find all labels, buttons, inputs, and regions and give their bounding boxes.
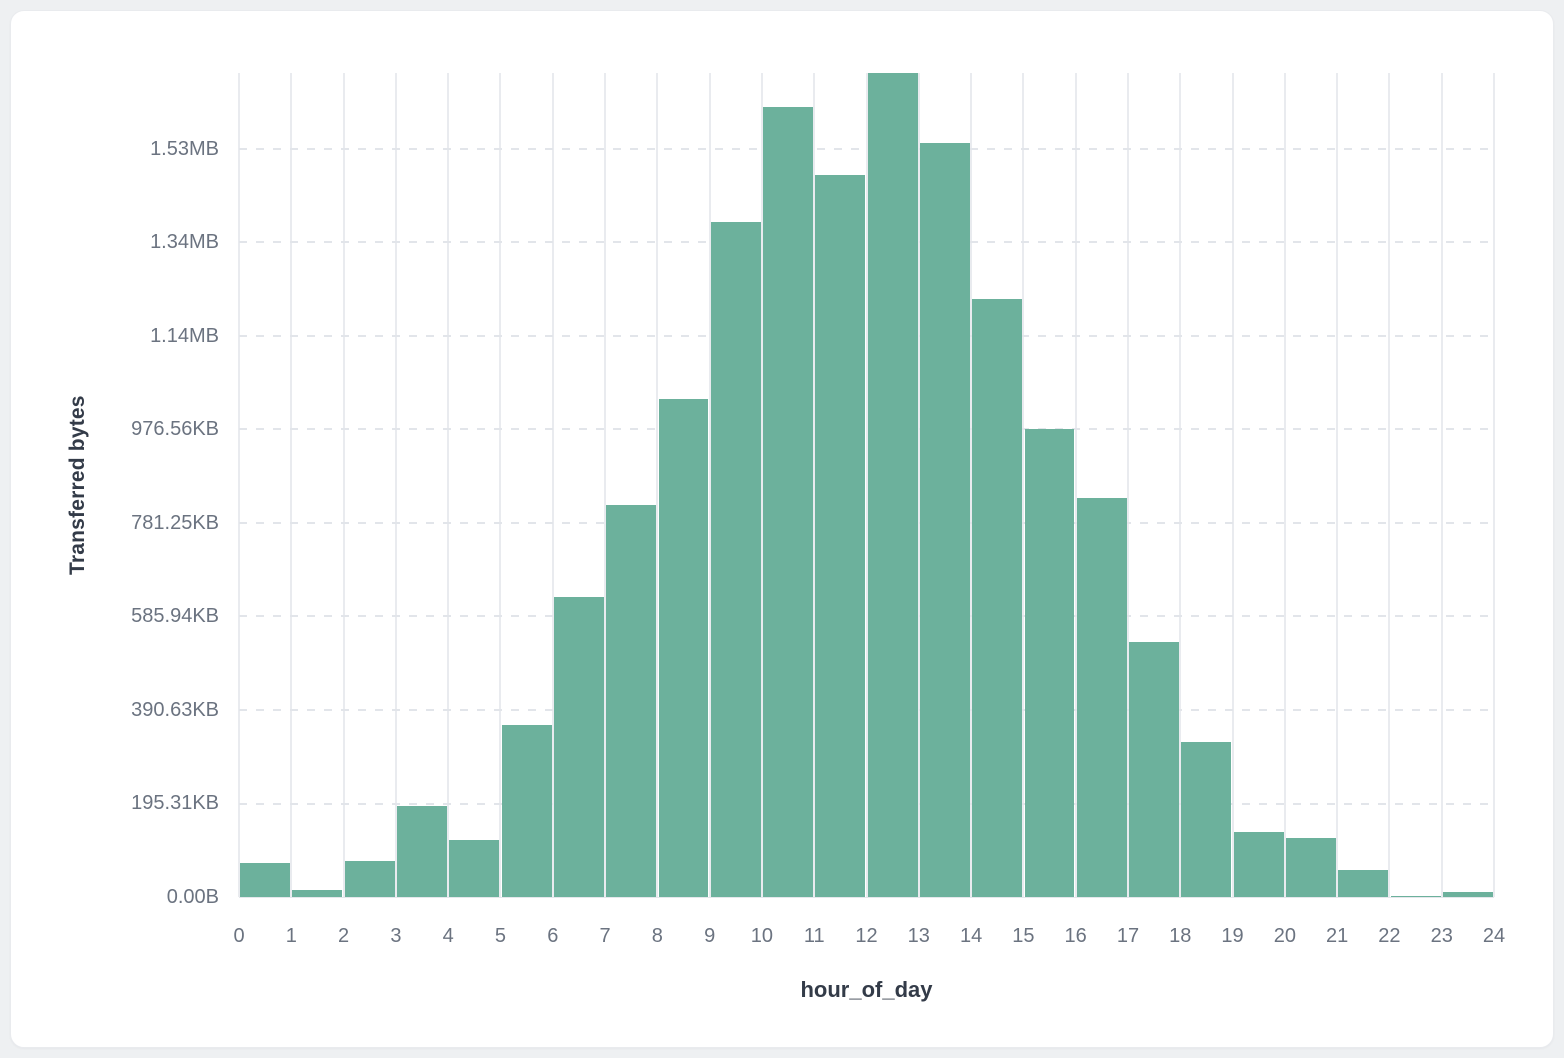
x-tick-label-9: 9	[704, 925, 716, 947]
chart-card: Transferred bytes 0.00B 195.31KB 390.63KB 5…	[10, 10, 1554, 1048]
v-gridline-24	[1493, 73, 1495, 897]
bar-hour-11[interactable]	[815, 175, 866, 897]
v-gridline-11	[813, 73, 816, 897]
x-tick-label-21: 21	[1326, 925, 1349, 947]
y-tick-label-1.34MB: 1.34MB	[150, 231, 219, 254]
bar-hour-8[interactable]	[658, 398, 709, 897]
v-gridline-17	[1126, 73, 1129, 897]
x-axis-title: hour_of_day	[800, 977, 933, 1002]
y-tick-label-1.14MB: 1.14MB	[150, 324, 219, 347]
v-gridline-5	[499, 73, 502, 897]
v-gridline-19	[1231, 73, 1234, 897]
bar-hour-23[interactable]	[1442, 892, 1493, 897]
v-gridline-3	[394, 73, 397, 897]
v-gridline-14	[970, 73, 973, 897]
h-gridline-7	[239, 241, 1494, 244]
v-gridline-2	[342, 73, 345, 897]
bar-hour-4[interactable]	[449, 839, 500, 897]
y-tick-label-585.94KB: 585.94KB	[131, 605, 219, 628]
x-axis-baseline	[239, 896, 1494, 898]
bar-hour-13[interactable]	[919, 143, 970, 897]
bar-hour-19[interactable]	[1233, 831, 1284, 897]
bar-hour-2[interactable]	[344, 861, 395, 897]
v-gridline-7	[604, 73, 607, 897]
x-tick-label-12: 12	[855, 925, 878, 947]
bar-hour-21[interactable]	[1338, 870, 1389, 897]
v-gridline-8	[656, 73, 659, 897]
x-tick-label-14: 14	[959, 925, 983, 947]
v-gridline-15	[1022, 73, 1025, 897]
x-tick-label-16: 16	[1064, 925, 1087, 947]
bar-hour-10[interactable]	[763, 107, 813, 897]
v-gridline-0	[238, 73, 240, 897]
h-gridline-4	[239, 521, 1494, 524]
y-tick-label-390.63KB: 390.63KB	[131, 698, 219, 721]
bar-hour-18[interactable]	[1181, 741, 1232, 897]
h-gridline-2	[239, 708, 1494, 711]
bar-hour-22[interactable]	[1390, 895, 1441, 897]
bar-hour-15[interactable]	[1024, 429, 1075, 897]
h-gridline-8	[239, 147, 1494, 150]
x-tick-label-4: 4	[442, 925, 454, 947]
v-gridline-23	[1440, 73, 1443, 897]
x-tick-label-20: 20	[1273, 925, 1296, 947]
v-gridline-13	[917, 73, 920, 897]
v-gridline-21	[1336, 73, 1339, 897]
x-tick-label-2: 2	[338, 925, 350, 947]
x-tick-label-7: 7	[599, 925, 611, 947]
bar-hour-6[interactable]	[553, 597, 604, 897]
x-tick-label-10: 10	[750, 925, 774, 947]
x-tick-label-6: 6	[547, 925, 559, 947]
y-tick-label-1.53MB: 1.53MB	[150, 137, 219, 160]
x-tick-label-5: 5	[494, 925, 507, 947]
v-gridline-22	[1388, 73, 1391, 897]
v-gridline-10	[760, 73, 763, 897]
x-tick-label-17: 17	[1116, 925, 1140, 947]
y-tick-label-0.00B: 0.00B	[166, 886, 219, 908]
h-gridline-6	[239, 334, 1494, 337]
v-gridline-1	[290, 73, 293, 897]
bar-hour-7[interactable]	[606, 505, 657, 897]
x-tick-label-3: 3	[390, 925, 402, 947]
bar-hour-9[interactable]	[710, 222, 761, 897]
bar-hour-20[interactable]	[1286, 838, 1336, 897]
histogram-plot-area	[238, 73, 1495, 898]
x-tick-label-13: 13	[907, 925, 930, 947]
h-gridline-1	[239, 802, 1494, 805]
bar-hour-17[interactable]	[1129, 642, 1180, 897]
x-tick-label-19: 19	[1221, 925, 1244, 947]
x-tick-label-0: 0	[233, 925, 245, 947]
x-tick-label-18: 18	[1169, 925, 1192, 947]
v-gridline-18	[1179, 73, 1182, 897]
x-axis-tick-labels: 0 1 2 3 4 5 6 7 8 9 10 11 12 13 14 15 16 17 18 19 20 21 22 23 24	[233, 919, 1505, 953]
bar-hour-16[interactable]	[1076, 497, 1127, 897]
bar-hour-14[interactable]	[972, 299, 1023, 897]
v-gridline-6	[551, 73, 554, 897]
y-tick-label-781.25KB: 781.25KB	[131, 511, 219, 534]
bar-hour-5[interactable]	[501, 725, 552, 897]
bar-hour-12[interactable]	[867, 73, 918, 897]
x-tick-label-8: 8	[651, 925, 663, 947]
x-tick-label-22: 22	[1378, 925, 1401, 947]
v-gridline-20	[1283, 73, 1286, 897]
v-gridline-16	[1074, 73, 1077, 897]
v-gridline-9	[708, 73, 711, 897]
x-tick-label-23: 23	[1430, 925, 1453, 947]
h-gridline-5	[239, 428, 1494, 431]
h-gridline-3	[239, 615, 1494, 618]
y-tick-label-195.31KB: 195.31KB	[131, 792, 219, 815]
x-tick-label-24: 24	[1482, 925, 1506, 947]
y-axis-tick-labels: 0.00B 195.31KB 390.63KB 585.94KB 781.25KB 976…	[11, 73, 219, 908]
x-tick-label-11: 11	[803, 925, 825, 947]
x-tick-label-15: 15	[1012, 925, 1035, 947]
v-gridline-12	[865, 73, 868, 897]
bar-hour-0[interactable]	[240, 863, 291, 897]
x-tick-label-1: 1	[285, 925, 297, 947]
bar-hour-3[interactable]	[397, 805, 447, 897]
y-tick-label-976.56KB: 976.56KB	[131, 418, 219, 441]
bar-hour-1[interactable]	[292, 890, 343, 897]
v-gridline-4	[447, 73, 450, 897]
